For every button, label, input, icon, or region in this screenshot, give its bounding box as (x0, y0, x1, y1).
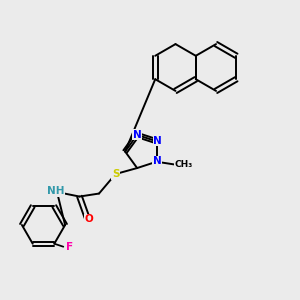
Text: N: N (153, 136, 162, 146)
Text: NH: NH (47, 186, 64, 197)
Text: O: O (84, 214, 93, 224)
Text: F: F (66, 242, 73, 252)
Text: CH₃: CH₃ (175, 160, 193, 169)
Text: N: N (153, 156, 162, 167)
Text: N: N (133, 130, 142, 140)
Text: S: S (112, 169, 119, 179)
